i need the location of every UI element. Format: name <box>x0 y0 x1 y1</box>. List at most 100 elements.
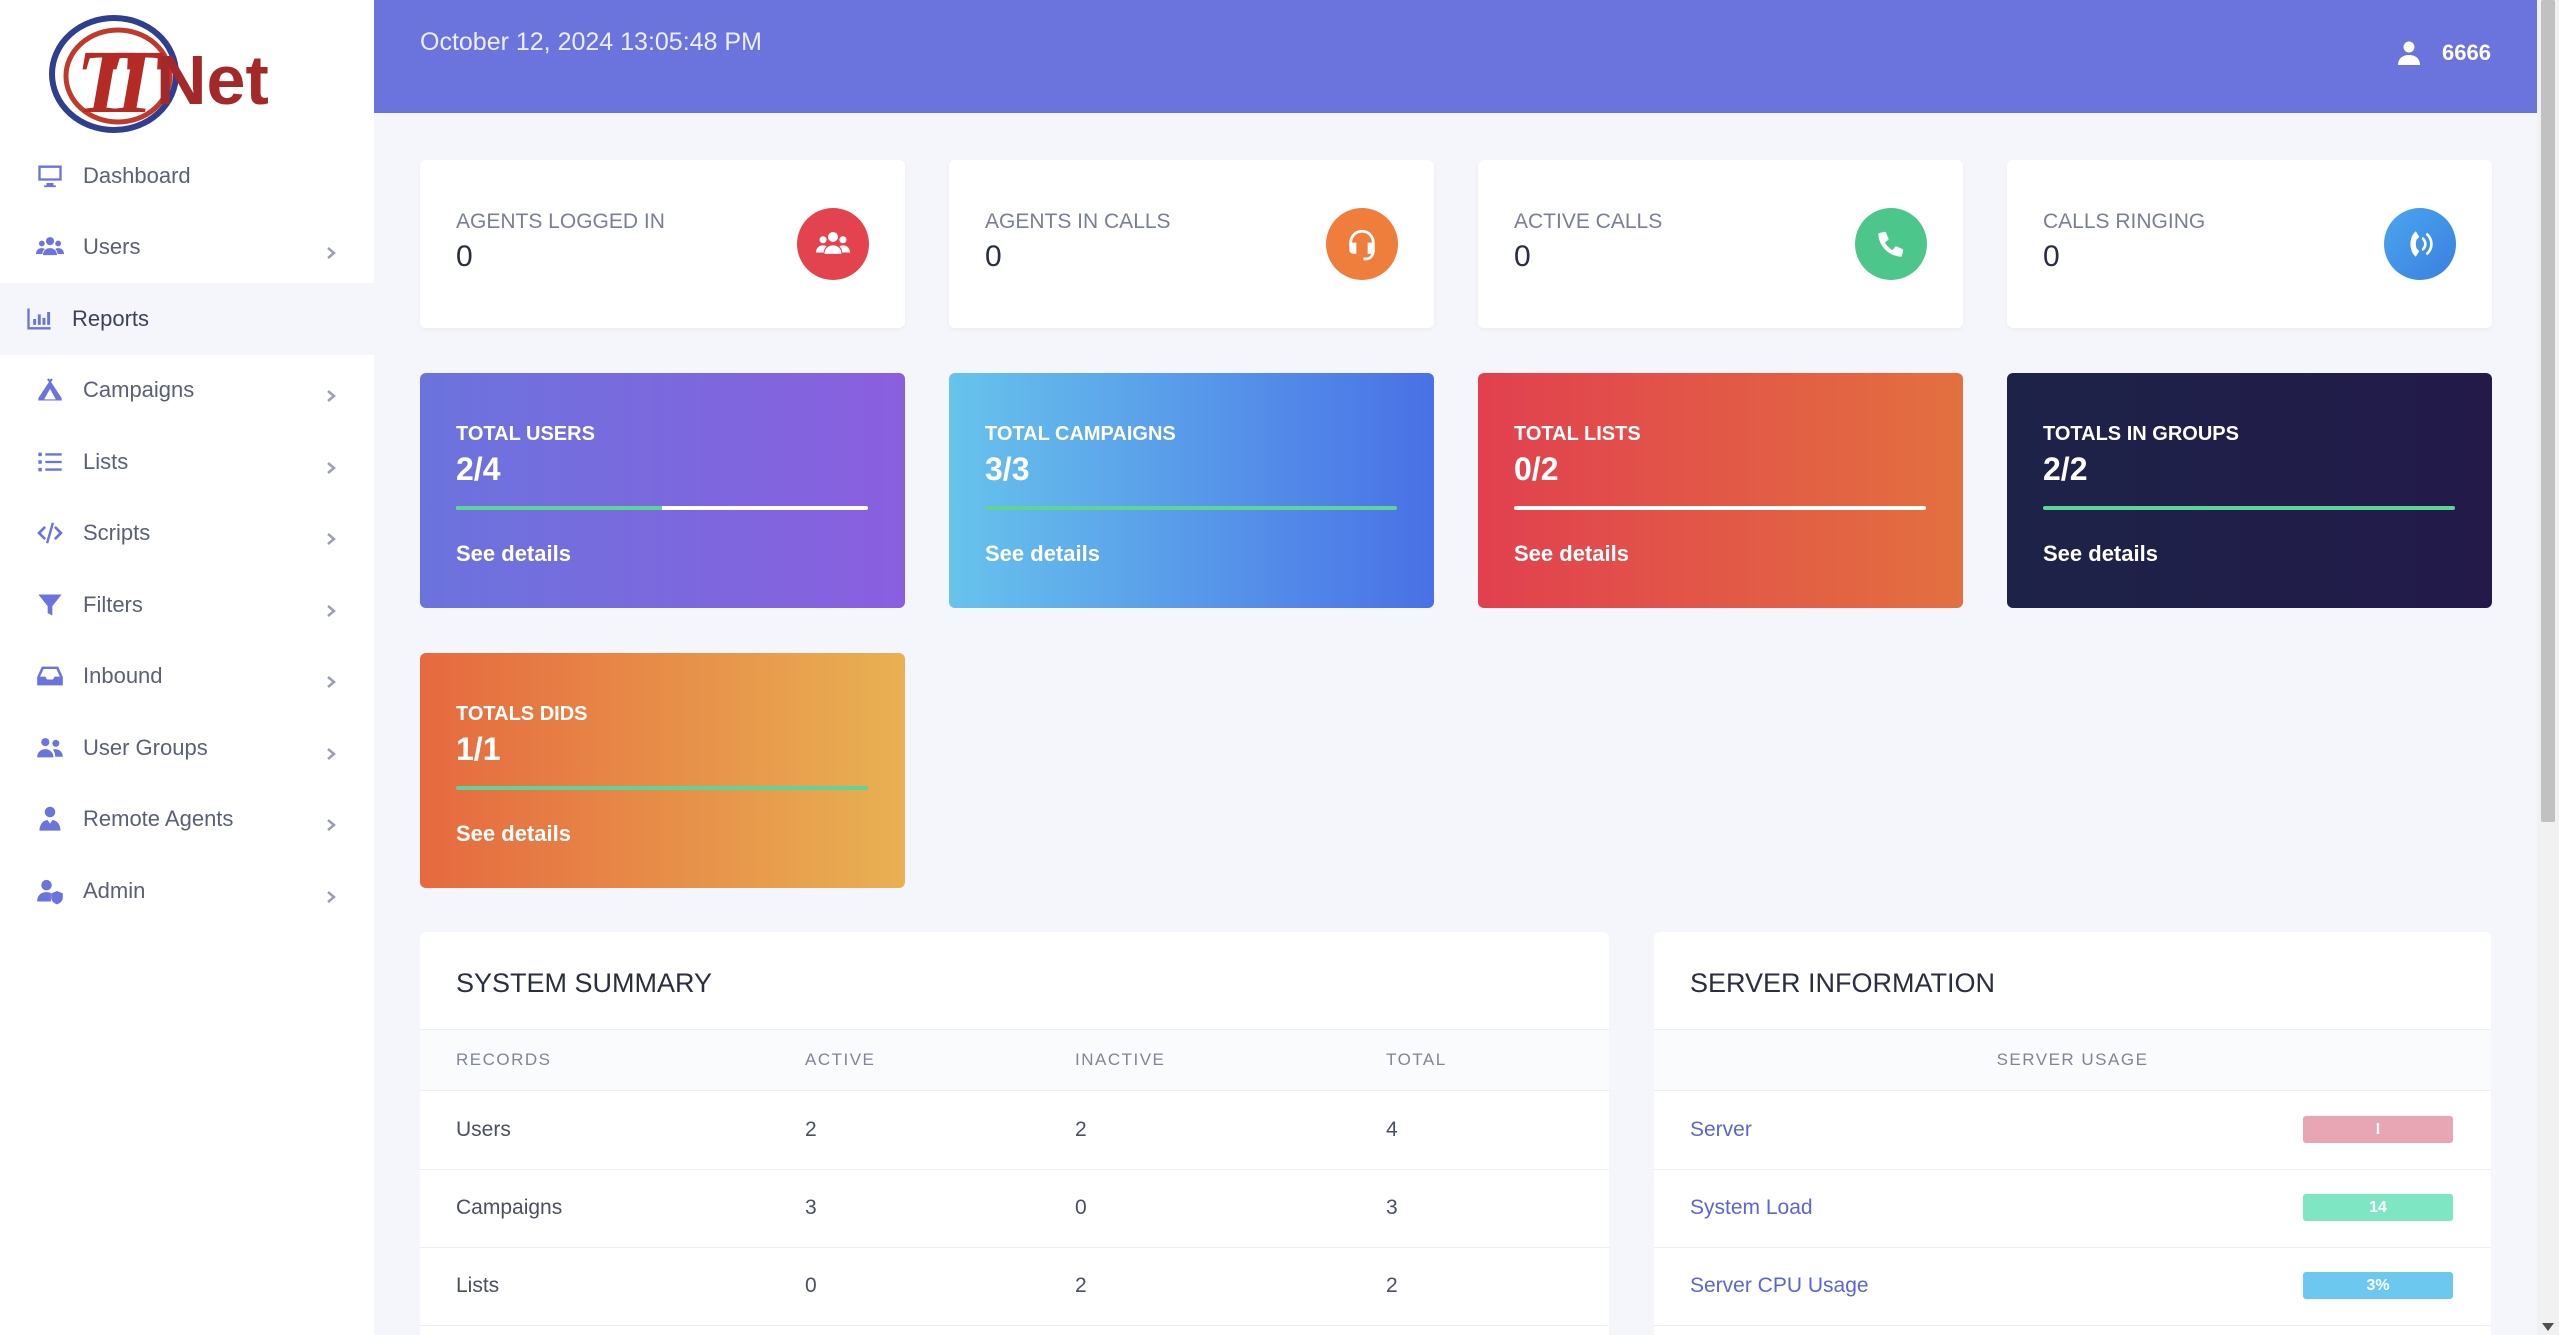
totals-dids-card: TOTALS DIDS 1/1 See details <box>420 653 905 888</box>
stat-value: 0 <box>985 240 1002 273</box>
cell-records: Lists <box>456 1274 500 1297</box>
sidebar-item-lists[interactable]: Lists <box>0 426 374 498</box>
card-label: TOTAL CAMPAIGNS <box>985 423 1176 445</box>
table-header: RECORDS ACTIVE INACTIVE TOTAL <box>420 1029 1609 1091</box>
chevron-right-icon <box>324 598 338 617</box>
sidebar-item-inbound[interactable]: Inbound <box>0 641 374 713</box>
sidebar-item-remote-agents[interactable]: Remote Agents <box>0 784 374 856</box>
sidebar-item-admin[interactable]: Admin <box>0 855 374 927</box>
sidebar-item-filters[interactable]: Filters <box>0 569 374 641</box>
see-details-link[interactable]: See details <box>456 821 571 846</box>
see-details-link[interactable]: See details <box>985 541 1100 566</box>
cell-inactive: 2 <box>1075 1118 1087 1141</box>
card-label: TOTALS IN GROUPS <box>2043 423 2239 445</box>
list-icon <box>35 447 65 477</box>
column-header: INACTIVE <box>1075 1050 1166 1069</box>
column-header: ACTIVE <box>805 1050 876 1069</box>
sidebar-item-campaigns[interactable]: Campaigns <box>0 355 374 427</box>
stat-card-active-calls: ACTIVE CALLS 0 <box>1478 160 1963 328</box>
table-row: Campaigns 3 0 3 <box>420 1170 1609 1248</box>
sidebar-item-scripts[interactable]: Scripts <box>0 498 374 570</box>
usage-badge: 14 <box>2303 1194 2453 1221</box>
chevron-right-icon <box>324 526 338 546</box>
totals-in-groups-card: TOTALS IN GROUPS 2/2 See details <box>2007 373 2492 608</box>
usage-badge: 3% <box>2303 1272 2453 1299</box>
cell-active: 3 <box>805 1196 817 1219</box>
cell-records: Users <box>456 1118 511 1141</box>
sidebar-item-label: Campaigns <box>83 377 195 403</box>
stat-value: 0 <box>2043 240 2060 273</box>
sidebar-item-user-groups[interactable]: User Groups <box>0 712 374 784</box>
total-campaigns-card: TOTAL CAMPAIGNS 3/3 See details <box>949 373 1434 608</box>
sidebar: T T Net Dashboard Users Reports Campaign… <box>0 0 374 1335</box>
progress-bar <box>456 786 868 790</box>
sidebar-item-dashboard[interactable]: Dashboard <box>0 140 374 212</box>
scrollbar-thumb[interactable] <box>2541 0 2555 822</box>
current-datetime: October 12, 2024 13:05:48 PM <box>420 28 762 56</box>
cpu-usage-link[interactable]: Server CPU Usage <box>1690 1274 1869 1297</box>
card-label: TOTAL LISTS <box>1514 423 1641 445</box>
table-header: SERVER USAGE <box>1654 1029 2491 1091</box>
user-icon <box>2398 41 2421 65</box>
sidebar-item-label: User Groups <box>83 734 208 760</box>
card-value: 1/1 <box>456 731 501 767</box>
system-load-link[interactable]: System Load <box>1690 1196 1813 1219</box>
total-lists-card: TOTAL LISTS 0/2 See details <box>1478 373 1963 608</box>
stat-card-calls-ringing: CALLS RINGING 0 <box>2007 160 2492 328</box>
panel-title: SERVER INFORMATION <box>1690 968 1996 998</box>
sidebar-item-label: Dashboard <box>83 162 191 188</box>
progress-bar <box>985 506 1397 510</box>
user-shield-icon <box>35 876 65 906</box>
server-link[interactable]: Server <box>1690 1118 1752 1141</box>
column-header: SERVER USAGE <box>1996 1050 2149 1069</box>
sidebar-item-label: Reports <box>72 305 150 331</box>
username: 6666 <box>2442 40 2491 65</box>
phone-volume-icon <box>2384 208 2456 280</box>
scroll-down-arrow-icon[interactable] <box>2542 1323 2554 1331</box>
svg-text:T: T <box>76 33 134 132</box>
phone-icon <box>1855 208 1927 280</box>
chevron-right-icon <box>324 669 338 689</box>
cell-total: 4 <box>1386 1118 1398 1141</box>
user-group-icon <box>35 733 65 763</box>
chevron-right-icon <box>324 383 338 403</box>
card-label: TOTAL USERS <box>456 423 595 445</box>
cell-active: 0 <box>805 1274 817 1297</box>
chevron-right-icon <box>324 741 338 760</box>
card-value: 3/3 <box>985 451 1030 487</box>
sidebar-item-label: Admin <box>83 877 146 903</box>
stat-card-agents-logged-in: AGENTS LOGGED IN 0 <box>420 160 905 328</box>
see-details-link[interactable]: See details <box>1514 541 1629 566</box>
stat-label: AGENTS IN CALLS <box>985 210 1171 233</box>
see-details-link[interactable]: See details <box>2043 541 2158 566</box>
svg-text:T: T <box>106 33 164 132</box>
vertical-scrollbar[interactable] <box>2537 0 2559 1335</box>
sidebar-item-reports[interactable]: Reports <box>0 283 374 355</box>
chevron-right-icon <box>324 812 338 832</box>
bar-chart-icon <box>24 304 54 334</box>
sidebar-item-label: Remote Agents <box>83 806 234 832</box>
stat-label: AGENTS LOGGED IN <box>456 210 665 233</box>
table-row: Lists 0 2 2 <box>420 1248 1609 1326</box>
chevron-right-icon <box>324 884 338 903</box>
ttnet-logo[interactable]: T T Net <box>44 14 304 134</box>
inbox-icon <box>35 661 65 691</box>
sidebar-item-users[interactable]: Users <box>0 212 374 284</box>
column-header: TOTAL <box>1386 1050 1447 1069</box>
chevron-right-icon <box>324 455 338 474</box>
users-icon <box>35 232 65 262</box>
code-icon <box>35 518 65 548</box>
monitor-icon <box>35 161 65 191</box>
panel-title: SYSTEM SUMMARY <box>456 968 713 998</box>
user-menu[interactable]: 6666 <box>2398 40 2491 66</box>
progress-bar <box>456 506 868 510</box>
system-summary-panel: SYSTEM SUMMARY RECORDS ACTIVE INACTIVE T… <box>420 932 1609 1335</box>
cell-inactive: 2 <box>1075 1274 1087 1297</box>
stat-label: CALLS RINGING <box>2043 210 2206 233</box>
card-label: TOTALS DIDS <box>456 703 588 725</box>
see-details-link[interactable]: See details <box>456 541 571 566</box>
sidebar-item-label: Users <box>83 234 141 260</box>
top-header: October 12, 2024 13:05:48 PM 6666 <box>374 0 2537 113</box>
table-row: Server CPU Usage 3% <box>1654 1248 2491 1326</box>
stat-value: 0 <box>1514 240 1531 273</box>
